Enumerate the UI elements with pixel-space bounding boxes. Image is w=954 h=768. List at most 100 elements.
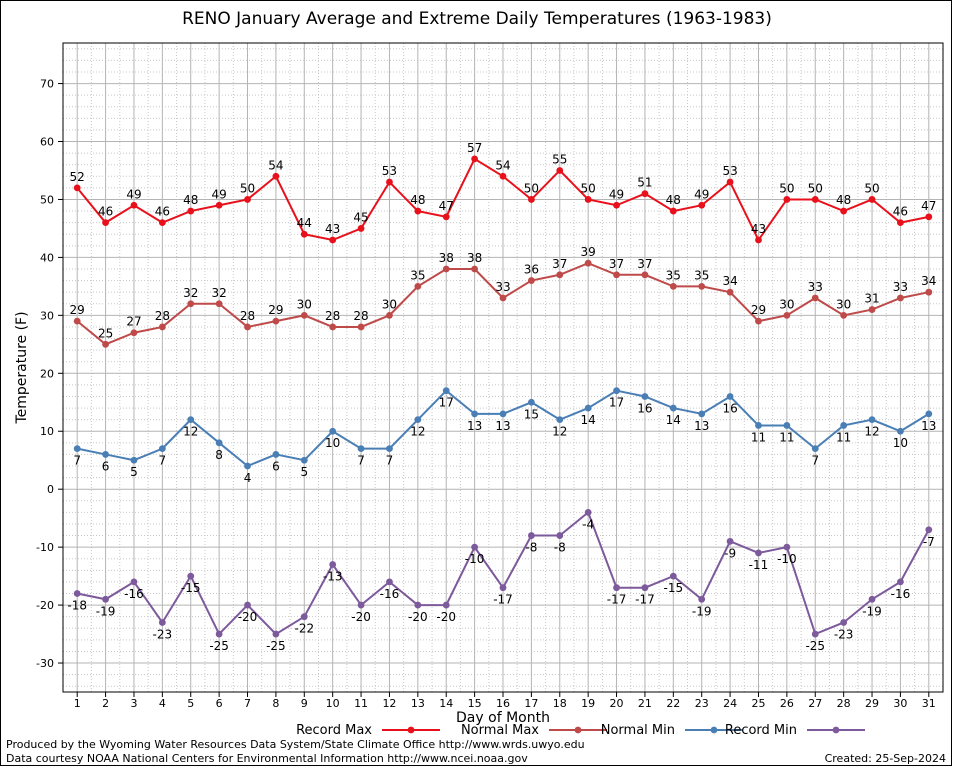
x-tick-label: 27 bbox=[808, 697, 822, 710]
normal-min-data-label: 17 bbox=[439, 396, 454, 410]
record-max-data-label: 51 bbox=[637, 176, 652, 190]
record-max-point bbox=[272, 172, 280, 180]
normal-max-point bbox=[414, 282, 422, 290]
normal-max-point bbox=[527, 277, 535, 284]
normal-max-point bbox=[556, 271, 564, 279]
normal-max-data-label: 37 bbox=[552, 257, 567, 271]
record-min-data-label: -17 bbox=[635, 593, 655, 607]
record-min-point bbox=[215, 630, 223, 638]
x-tick-label: 23 bbox=[695, 697, 709, 710]
record-max-point bbox=[73, 184, 81, 192]
record-min-point bbox=[357, 601, 365, 609]
record-min-data-label: -20 bbox=[238, 610, 258, 624]
record-min-point bbox=[840, 619, 848, 626]
record-max-point bbox=[158, 219, 166, 227]
normal-min-point bbox=[130, 456, 138, 464]
record-max-point bbox=[641, 190, 649, 198]
record-max-data-label: 50 bbox=[779, 181, 794, 195]
record-max-data-label: 54 bbox=[495, 158, 510, 172]
record-min-data-label: -25 bbox=[209, 639, 229, 653]
record-max-point bbox=[925, 213, 933, 221]
normal-min-point bbox=[357, 445, 365, 453]
record-min-point bbox=[386, 578, 393, 586]
record-max-point bbox=[669, 207, 677, 215]
x-tick-label: 4 bbox=[159, 697, 166, 710]
record-max-data-label: 50 bbox=[864, 181, 879, 195]
record-max-data-label: 49 bbox=[126, 187, 141, 201]
legend-label-normal-max: Normal Max bbox=[461, 723, 539, 738]
normal-min-data-label: 7 bbox=[811, 454, 819, 468]
record-max-data-label: 43 bbox=[325, 222, 340, 236]
normal-max-data-label: 29 bbox=[268, 303, 283, 317]
x-tick-label: 26 bbox=[780, 697, 794, 710]
normal-min-data-label: 11 bbox=[751, 430, 766, 444]
normal-min-point bbox=[556, 416, 564, 424]
record-min-point bbox=[187, 572, 195, 580]
normal-min-data-label: 6 bbox=[272, 459, 280, 473]
record-max-point bbox=[556, 167, 564, 174]
normal-min-data-label: 13 bbox=[467, 419, 482, 433]
x-tick-label: 5 bbox=[187, 697, 194, 710]
normal-max-point bbox=[442, 265, 450, 273]
normal-max-point bbox=[641, 271, 649, 279]
normal-min-point bbox=[698, 410, 706, 418]
normal-max-data-label: 33 bbox=[808, 280, 823, 294]
normal-min-data-label: 13 bbox=[921, 419, 936, 433]
y-tick-label: 70 bbox=[40, 78, 54, 91]
record-max-point bbox=[783, 196, 791, 203]
y-tick-label: 50 bbox=[40, 193, 54, 206]
normal-max-data-label: 27 bbox=[126, 315, 141, 329]
record-max-data-label: 50 bbox=[240, 181, 255, 195]
normal-max-point bbox=[755, 317, 762, 325]
record-min-data-label: -10 bbox=[465, 552, 485, 566]
normal-min-point bbox=[300, 456, 308, 464]
normal-min-data-label: 15 bbox=[524, 407, 539, 421]
record-min-data-label: -13 bbox=[323, 570, 343, 584]
x-tick-label: 13 bbox=[411, 697, 425, 710]
normal-max-point bbox=[272, 317, 280, 325]
normal-max-data-label: 28 bbox=[353, 309, 368, 323]
normal-min-data-label: 13 bbox=[694, 419, 709, 433]
record-max-point bbox=[442, 213, 450, 221]
record-min-point bbox=[527, 532, 535, 539]
normal-max-data-label: 39 bbox=[581, 245, 596, 259]
x-axis-label: Day of Month bbox=[456, 710, 550, 726]
record-min-point bbox=[925, 526, 933, 534]
normal-min-point bbox=[215, 439, 223, 447]
normal-min-point bbox=[272, 451, 280, 458]
normal-min-point bbox=[414, 416, 422, 424]
record-max-data-label: 47 bbox=[921, 199, 936, 213]
normal-max-point bbox=[925, 288, 933, 296]
record-min-point bbox=[868, 595, 876, 603]
normal-max-data-label: 30 bbox=[297, 297, 312, 311]
legend-marker-record-max bbox=[407, 726, 415, 734]
x-tick-label: 24 bbox=[723, 697, 737, 710]
record-min-data-label: -17 bbox=[493, 593, 513, 607]
record-min-point bbox=[811, 630, 819, 638]
normal-min-data-label: 10 bbox=[325, 436, 340, 450]
record-min-data-label: -20 bbox=[436, 610, 456, 624]
normal-min-point bbox=[73, 445, 81, 453]
normal-min-data-label: 7 bbox=[159, 454, 167, 468]
record-max-data-label: 46 bbox=[155, 205, 170, 219]
normal-min-data-label: 12 bbox=[183, 425, 198, 439]
record-max-point bbox=[897, 219, 904, 227]
record-min-point bbox=[244, 601, 251, 609]
record-min-data-label: -25 bbox=[805, 639, 825, 653]
normal-min-data-label: 8 bbox=[215, 448, 223, 462]
normal-max-point bbox=[584, 259, 592, 267]
y-tick-label: 30 bbox=[40, 309, 54, 322]
y-axis-label: Temperature (F) bbox=[14, 311, 30, 424]
y-tick-label: -30 bbox=[36, 657, 54, 670]
normal-min-point bbox=[102, 451, 109, 458]
record-max-data-label: 47 bbox=[439, 199, 454, 213]
legend-label-normal-min: Normal Min bbox=[601, 723, 675, 738]
normal-max-data-label: 30 bbox=[779, 297, 794, 311]
record-min-data-label: -19 bbox=[692, 604, 712, 618]
record-min-data-label: -20 bbox=[408, 610, 428, 624]
normal-min-data-label: 16 bbox=[637, 401, 652, 415]
record-min-point bbox=[641, 584, 649, 592]
normal-min-data-label: 7 bbox=[357, 454, 365, 468]
record-max-point bbox=[329, 236, 337, 244]
normal-max-point bbox=[215, 300, 223, 308]
